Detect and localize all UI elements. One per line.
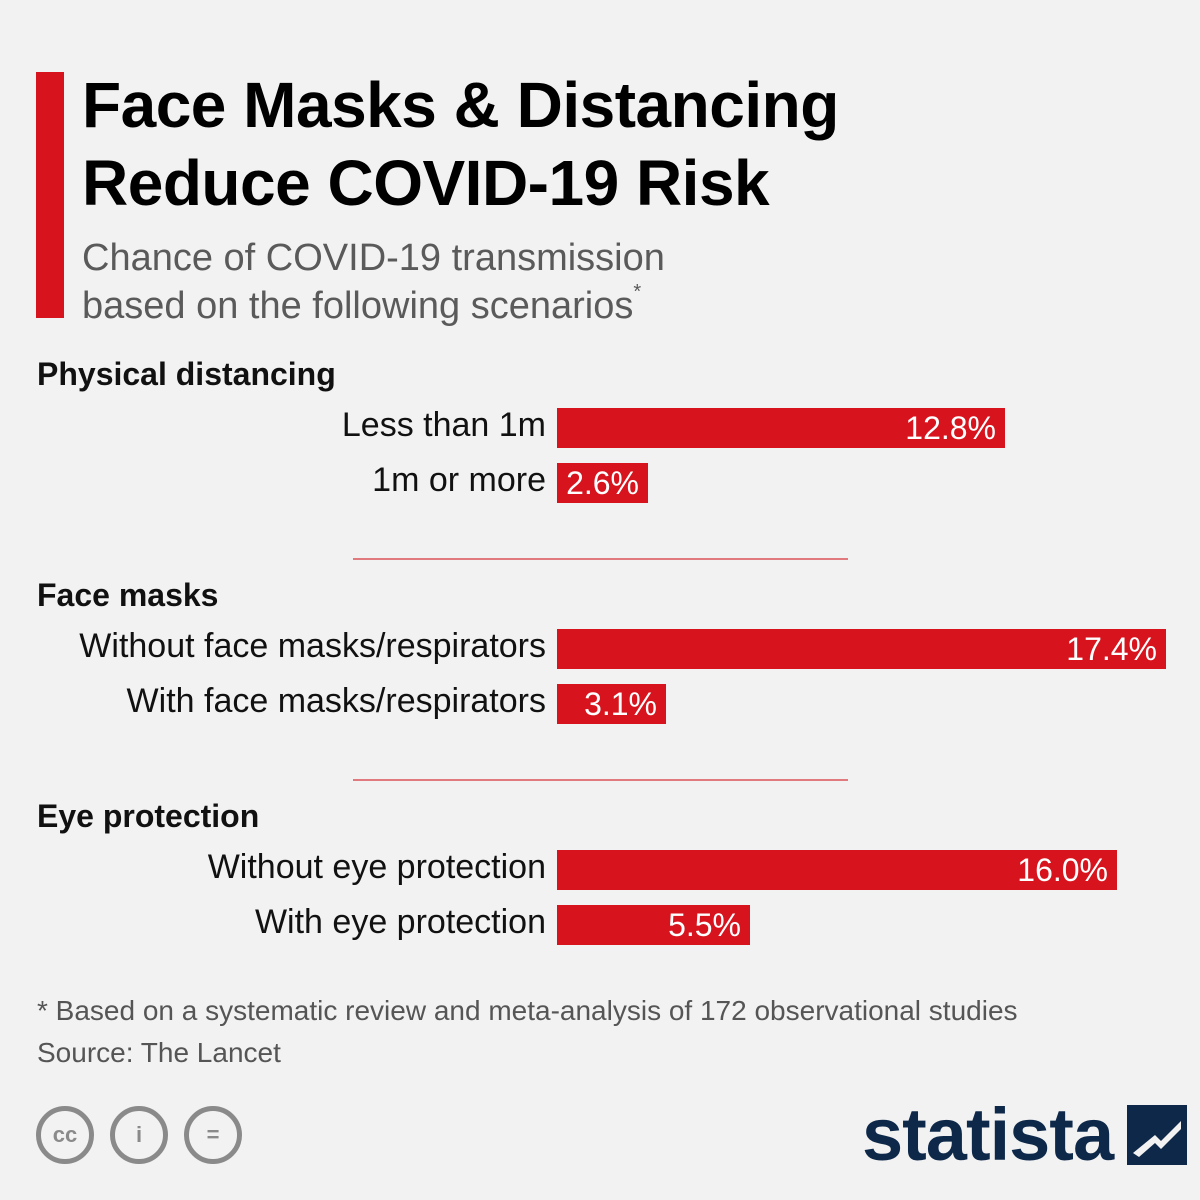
category-label: Without face masks/respirators [79,627,546,665]
value-label: 5.5% [668,907,741,943]
subtitle-line-2-text: based on the following scenarios [82,285,634,327]
title-accent-bar [36,72,64,318]
title-line-2: Reduce COVID-19 Risk [82,147,770,219]
bar [557,408,1005,448]
no-derivatives-icon[interactable]: = [184,1106,242,1164]
bar [557,629,1166,669]
title-line-1: Face Masks & Distancing [82,69,839,141]
value-label: 17.4% [1066,631,1157,667]
value-label: 12.8% [905,410,996,446]
category-label: Without eye protection [207,848,546,886]
category-label: Less than 1m [341,406,546,444]
attribution-icon[interactable]: i [110,1106,168,1164]
group-title-physical-distancing: Physical distancing [37,356,336,392]
group-divider [353,779,848,781]
category-label: With face masks/respirators [126,682,546,720]
bar [557,850,1117,890]
license-icons: cc i = [36,1106,242,1164]
subtitle-line-2: based on the following scenarios* [82,282,982,330]
value-label: 16.0% [1017,852,1108,888]
footnote-note: * Based on a systematic review and meta-… [37,995,1018,1026]
group-divider [353,558,848,560]
statista-wordmark: statista [862,1093,1114,1176]
statista-logo[interactable]: statista [862,1093,1188,1176]
footnote: * Based on a systematic review and meta-… [37,990,1018,1074]
chart-title: Face Masks & Distancing Reduce COVID-19 … [82,66,1162,222]
value-label: 3.1% [584,686,657,722]
group-title-eye-protection: Eye protection [37,798,260,834]
footnote-source: Source: The Lancet [37,1037,281,1068]
value-label: 2.6% [566,465,639,501]
subtitle-line-1: Chance of COVID-19 transmission [82,237,665,279]
chart-subtitle: Chance of COVID-19 transmission based on… [82,234,982,330]
bar [557,684,666,724]
subtitle-asterisk: * [633,281,642,303]
bar [557,905,750,945]
group-title-face-masks: Face masks [37,577,219,613]
bar [557,463,648,503]
category-label: With eye protection [254,903,546,941]
statista-mark-icon [1127,1105,1188,1165]
category-label: 1m or more [372,461,546,499]
cc-icon[interactable]: cc [36,1106,94,1164]
